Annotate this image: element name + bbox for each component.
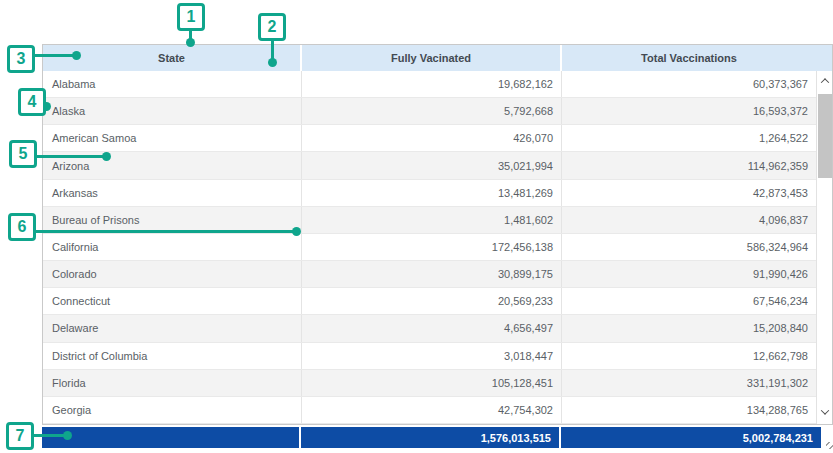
state-cell: American Samoa — [43, 125, 302, 151]
totals-state-cell — [42, 427, 301, 448]
total-vaccinations-cell: 42,873,453 — [562, 180, 816, 206]
total-vaccinations-cell: 4,096,837 — [562, 207, 816, 233]
callout-6-line — [34, 230, 297, 233]
total-vaccinations-cell: 134,288,765 — [562, 397, 816, 423]
table-row[interactable]: Delaware4,656,49715,208,840 — [43, 315, 816, 342]
chevron-up-icon — [820, 78, 828, 86]
state-cell: Georgia — [43, 397, 302, 423]
column-header-state[interactable]: State — [43, 45, 302, 71]
state-cell: Delaware — [43, 315, 302, 341]
table-row[interactable]: Arkansas13,481,26942,873,453 — [43, 180, 816, 207]
fully-vaccinated-cell: 4,656,497 — [302, 315, 562, 341]
column-header-fully-vaccinated[interactable]: Fully Vacinated — [302, 45, 562, 71]
fully-vaccinated-cell: 19,682,162 — [302, 71, 562, 97]
callout-3-dot — [72, 51, 81, 60]
table-row[interactable]: District of Columbia3,018,44712,662,798 — [43, 343, 816, 370]
state-cell: Alaska — [43, 98, 302, 124]
total-vaccinations-cell: 586,324,964 — [562, 234, 816, 260]
table-row[interactable]: Colorado30,899,17591,990,426 — [43, 261, 816, 288]
table-row[interactable]: Connecticut20,569,23367,546,234 — [43, 288, 816, 315]
total-vaccinations-cell: 1,264,522 — [562, 125, 816, 151]
table-body: Alabama19,682,16260,373,367Alaska5,792,6… — [43, 71, 816, 424]
table-row[interactable]: Alaska5,792,66816,593,372 — [43, 98, 816, 125]
fully-vaccinated-cell: 30,899,175 — [302, 261, 562, 287]
vertical-scrollbar[interactable] — [816, 71, 832, 424]
resize-grip-icon — [826, 442, 833, 449]
total-vaccinations-cell: 16,593,372 — [562, 98, 816, 124]
table-header-row: State Fully Vacinated Total Vaccinations — [43, 45, 832, 71]
table-row[interactable]: Georgia42,754,302134,288,765 — [43, 397, 816, 424]
fully-vaccinated-cell: 35,021,994 — [302, 152, 562, 178]
state-cell: Connecticut — [43, 288, 302, 314]
scroll-down-button[interactable] — [817, 404, 832, 420]
totals-total-vaccinations: 5,002,784,231 — [561, 427, 821, 448]
callout-3: 3 — [7, 45, 35, 73]
fully-vaccinated-cell: 105,128,451 — [302, 370, 562, 396]
callout-6: 6 — [8, 213, 36, 241]
fully-vaccinated-cell: 5,792,668 — [302, 98, 562, 124]
fully-vaccinated-cell: 426,070 — [302, 125, 562, 151]
state-cell: District of Columbia — [43, 343, 302, 369]
callout-4: 4 — [18, 88, 46, 116]
scrollbar-thumb[interactable] — [818, 94, 832, 178]
table-row[interactable]: Florida105,128,451331,191,302 — [43, 370, 816, 397]
callout-5: 5 — [9, 140, 37, 168]
callout-5-line — [35, 155, 107, 158]
state-cell: Alabama — [43, 71, 302, 97]
state-cell: Bureau of Prisons — [43, 207, 302, 233]
totals-row: 1,576,013,515 5,002,784,231 — [42, 427, 821, 448]
total-vaccinations-cell: 67,546,234 — [562, 288, 816, 314]
vaccination-table: State Fully Vacinated Total Vaccinations… — [42, 44, 833, 425]
total-vaccinations-cell: 91,990,426 — [562, 261, 816, 287]
callout-1: 1 — [177, 3, 205, 31]
state-cell: Colorado — [43, 261, 302, 287]
callout-5-dot — [102, 152, 111, 161]
fully-vaccinated-cell: 13,481,269 — [302, 180, 562, 206]
total-vaccinations-cell: 60,373,367 — [562, 71, 816, 97]
column-header-total-vaccinations[interactable]: Total Vaccinations — [562, 45, 816, 71]
table-row[interactable]: Alabama19,682,16260,373,367 — [43, 71, 816, 98]
table-row[interactable]: California172,456,138586,324,964 — [43, 234, 816, 261]
fully-vaccinated-cell: 42,754,302 — [302, 397, 562, 423]
callout-2: 2 — [258, 13, 286, 41]
fully-vaccinated-cell: 3,018,447 — [302, 343, 562, 369]
state-cell: Arkansas — [43, 180, 302, 206]
fully-vaccinated-cell: 1,481,602 — [302, 207, 562, 233]
callout-2-dot — [268, 58, 277, 67]
total-vaccinations-cell: 331,191,302 — [562, 370, 816, 396]
callout-7: 7 — [6, 422, 34, 450]
totals-fully-vaccinated: 1,576,013,515 — [301, 427, 561, 448]
callout-1-dot — [186, 38, 195, 47]
state-cell: Florida — [43, 370, 302, 396]
state-cell: California — [43, 234, 302, 260]
fully-vaccinated-cell: 20,569,233 — [302, 288, 562, 314]
chevron-down-icon — [820, 406, 828, 414]
table-row[interactable]: American Samoa426,0701,264,522 — [43, 125, 816, 152]
callout-3-line — [33, 54, 77, 57]
table-row[interactable]: Arizona35,021,994114,962,359 — [43, 152, 816, 179]
callout-6-dot — [292, 227, 301, 236]
total-vaccinations-cell: 12,662,798 — [562, 343, 816, 369]
callout-7-dot — [63, 431, 72, 440]
fully-vaccinated-cell: 172,456,138 — [302, 234, 562, 260]
total-vaccinations-cell: 114,962,359 — [562, 152, 816, 178]
scroll-up-button[interactable] — [817, 73, 832, 89]
total-vaccinations-cell: 15,208,840 — [562, 315, 816, 341]
header-scrollbar-corner — [816, 45, 832, 71]
